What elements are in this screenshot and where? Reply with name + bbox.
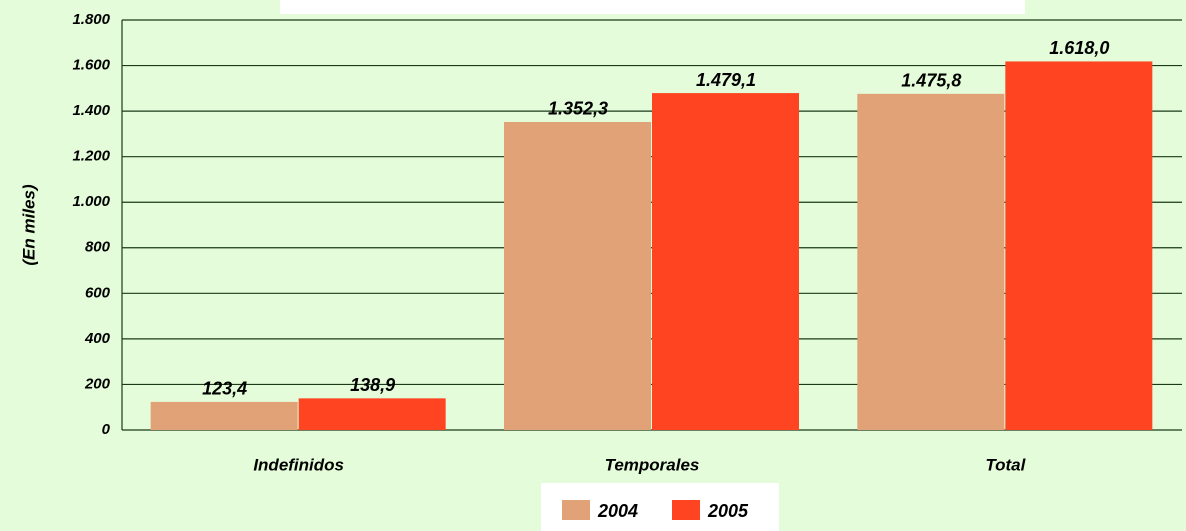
data-label: 1.475,8	[901, 71, 961, 91]
data-label: 1.352,3	[548, 99, 608, 119]
bar	[504, 121, 651, 431]
y-tick-label: 600	[85, 284, 111, 301]
x-tick-label: Indefinidos	[253, 455, 344, 474]
y-tick-label: 1.000	[72, 193, 110, 210]
x-tick-label: Total	[985, 455, 1026, 474]
y-tick-label: 0	[102, 421, 111, 438]
bar	[1005, 61, 1153, 430]
y-tick-label: 200	[84, 375, 111, 392]
y-tick-label: 1.600	[72, 57, 110, 74]
legend-swatch	[562, 500, 590, 520]
legend-label: 2005	[707, 501, 749, 521]
y-axis-label: (En miles)	[19, 184, 38, 266]
y-tick-label: 1.400	[72, 102, 110, 119]
y-tick-label: 800	[85, 239, 111, 256]
bar	[298, 398, 446, 430]
title-box	[280, 0, 1025, 14]
data-label: 138,9	[350, 375, 395, 395]
bar	[857, 93, 1005, 431]
legend-swatch	[672, 500, 700, 520]
data-label: 1.618,0	[1049, 38, 1109, 58]
x-tick-label: Temporales	[605, 455, 700, 474]
y-tick-label: 1.800	[72, 11, 110, 28]
bar	[150, 401, 298, 430]
bar	[652, 93, 799, 431]
data-label: 123,4	[202, 379, 247, 399]
legend-label: 2004	[597, 501, 638, 521]
y-tick-label: 1.200	[72, 148, 110, 165]
data-label: 1.479,1	[696, 70, 756, 90]
y-tick-label: 400	[84, 330, 111, 347]
